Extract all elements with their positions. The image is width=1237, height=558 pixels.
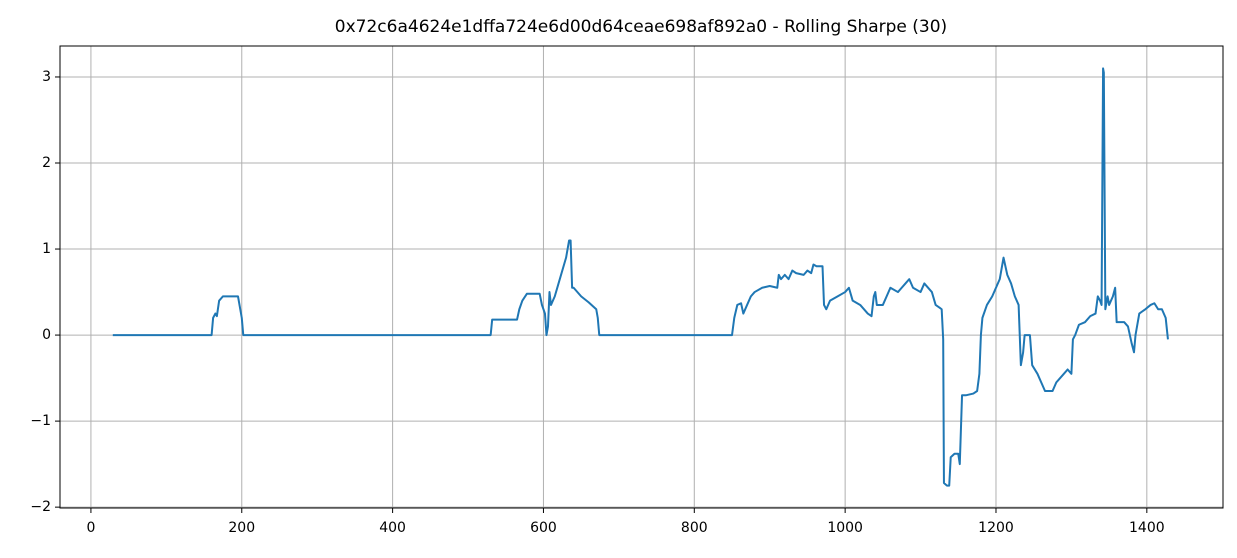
- chart-title: 0x72c6a4624e1dffa724e6d00d64ceae698af892…: [335, 17, 947, 37]
- y-tick-label: −2: [30, 499, 51, 515]
- y-tick-label: −1: [30, 413, 51, 429]
- y-tick-label: 0: [42, 327, 51, 343]
- x-tick-label: 800: [681, 520, 708, 536]
- plot-frame: [59, 45, 1224, 509]
- y-tick-label: 1: [42, 241, 51, 257]
- x-tick-label: 1200: [978, 520, 1014, 536]
- data-line: [112, 67, 1169, 487]
- x-tick-label: 0: [86, 520, 95, 536]
- y-tick-label: 3: [42, 69, 51, 85]
- y-tick-label: 2: [42, 155, 51, 171]
- x-tick-label: 400: [379, 520, 406, 536]
- x-tick-label: 1000: [827, 520, 863, 536]
- x-tick-label: 200: [228, 520, 255, 536]
- x-tick-label: 1400: [1129, 520, 1165, 536]
- x-tick-label: 600: [530, 520, 557, 536]
